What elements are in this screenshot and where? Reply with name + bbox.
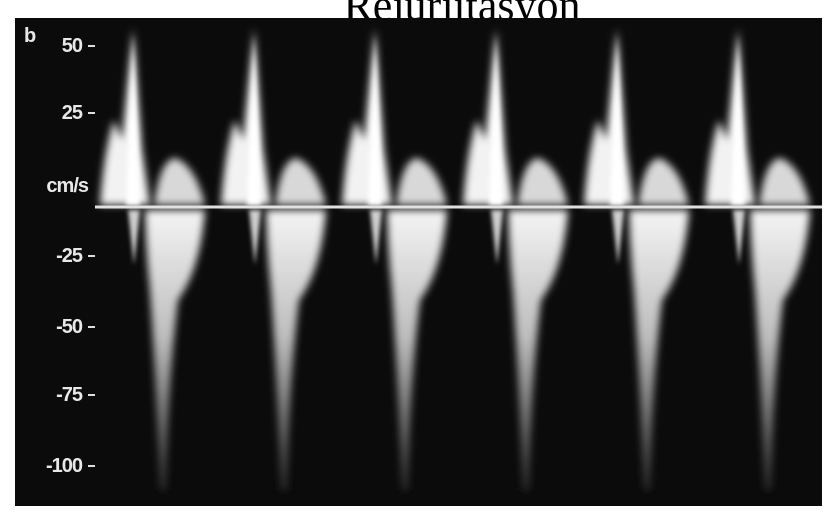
page: Rejurjitasyon b cm/s 5025-25-50-75-100 (…: [0, 0, 827, 512]
tick-label: -100: [46, 455, 83, 477]
unit-label: cm/s: [46, 175, 88, 197]
tick-label: -25: [56, 245, 83, 267]
tick-label: -75: [56, 384, 83, 406]
tick-label: 50: [62, 35, 83, 57]
tick-label: 25: [62, 102, 83, 124]
tick-label: -50: [56, 316, 83, 338]
panel-label: b: [24, 25, 36, 47]
doppler-figure: Rejurjitasyon b cm/s 5025-25-50-75-100: [0, 0, 827, 512]
